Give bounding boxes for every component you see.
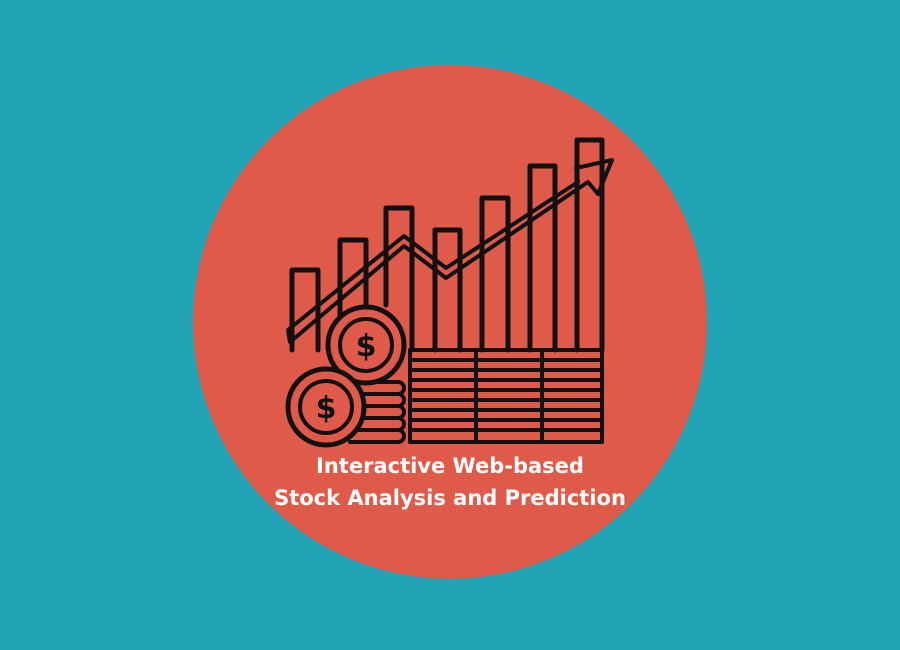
stock-growth-chart-with-coins-icon [285,137,614,448]
bar-7 [574,137,605,353]
bar-5 [479,195,511,353]
dollar-sign-upper-icon: $ [356,329,377,364]
bar-2 [337,237,369,333]
dollar-coin-upper-icon [325,304,407,386]
bar-1 [289,267,321,353]
coin-stack [348,380,406,444]
bar-4 [432,227,463,353]
trend-arrow [286,158,614,344]
dollar-coin-lower-icon [285,366,367,448]
bar-6 [527,163,558,353]
caption-line-1: Interactive Web-based [316,454,584,478]
dollar-sign-lower-icon: $ [316,391,337,426]
bill-stacks [408,348,604,444]
caption-line-2: Stock Analysis and Prediction [274,486,626,510]
bar-3 [383,205,415,353]
